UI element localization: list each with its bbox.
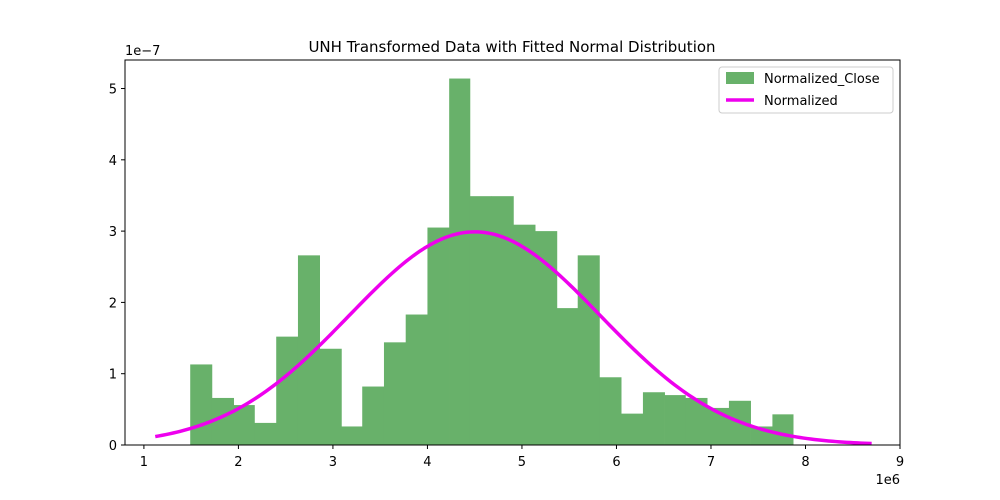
histogram-bar xyxy=(427,227,450,445)
histogram-bar xyxy=(556,308,579,445)
x-axis: 1 2 3 4 5 6 7 8 9 xyxy=(140,445,904,470)
histogram-bar xyxy=(664,395,686,445)
y-tick-label: 0 xyxy=(109,439,117,454)
legend: Normalized_Close Normalized xyxy=(718,66,894,114)
fit-curve-layer xyxy=(154,230,872,446)
histogram-bar xyxy=(707,407,730,445)
histogram-bar xyxy=(469,196,493,445)
plot-frame xyxy=(124,59,901,446)
x-offset-label: 1e6 xyxy=(875,473,900,488)
x-tick-label: 5 xyxy=(518,455,526,470)
histogram-bar xyxy=(190,364,213,445)
histogram-bar xyxy=(341,426,363,445)
histogram-bar xyxy=(383,342,407,445)
histogram-bar xyxy=(319,348,342,445)
x-tick-label: 9 xyxy=(896,455,904,470)
x-tick-label: 7 xyxy=(707,455,715,470)
x-tick-label: 1 xyxy=(140,455,148,470)
histogram-bar xyxy=(297,255,320,445)
y-tick-label: 4 xyxy=(109,154,117,169)
histogram-bar xyxy=(535,231,558,445)
histogram-bar xyxy=(577,255,600,445)
y-offset-label: 1e−7 xyxy=(125,44,160,59)
x-tick-label: 6 xyxy=(612,455,620,470)
histogram-bar xyxy=(362,386,385,445)
fitted-normal-curve xyxy=(154,230,872,446)
x-tick-label: 2 xyxy=(234,455,242,470)
y-axis: 0 1 2 3 4 5 xyxy=(109,83,125,454)
x-tick-label: 8 xyxy=(801,455,809,470)
x-tick-label: 4 xyxy=(423,455,431,470)
histogram-bar xyxy=(491,196,514,445)
histogram-bar xyxy=(599,377,622,445)
legend-box xyxy=(718,66,894,114)
histogram-bar xyxy=(211,397,234,445)
y-tick-label: 3 xyxy=(109,225,117,240)
legend-swatch-histogram xyxy=(726,72,754,84)
y-tick-label: 2 xyxy=(109,296,117,311)
x-tick-label: 3 xyxy=(329,455,337,470)
chart-title: UNH Transformed Data with Fitted Normal … xyxy=(308,38,715,56)
histogram-bar xyxy=(685,397,708,445)
y-tick-label: 1 xyxy=(109,368,117,383)
histogram-bar xyxy=(276,336,299,445)
histogram-bar xyxy=(254,422,277,445)
histogram-bar xyxy=(772,414,794,445)
y-tick-label: 5 xyxy=(109,83,117,98)
histogram-bars xyxy=(190,78,794,445)
legend-label-histogram: Normalized_Close xyxy=(764,72,880,87)
histogram-bar xyxy=(233,405,255,445)
histogram-bar xyxy=(405,314,428,445)
legend-label-curve: Normalized xyxy=(764,94,838,109)
histogram-bar xyxy=(513,224,536,445)
histogram-bar xyxy=(621,413,644,445)
histogram-bar xyxy=(642,392,665,445)
histogram-bar xyxy=(449,78,471,445)
